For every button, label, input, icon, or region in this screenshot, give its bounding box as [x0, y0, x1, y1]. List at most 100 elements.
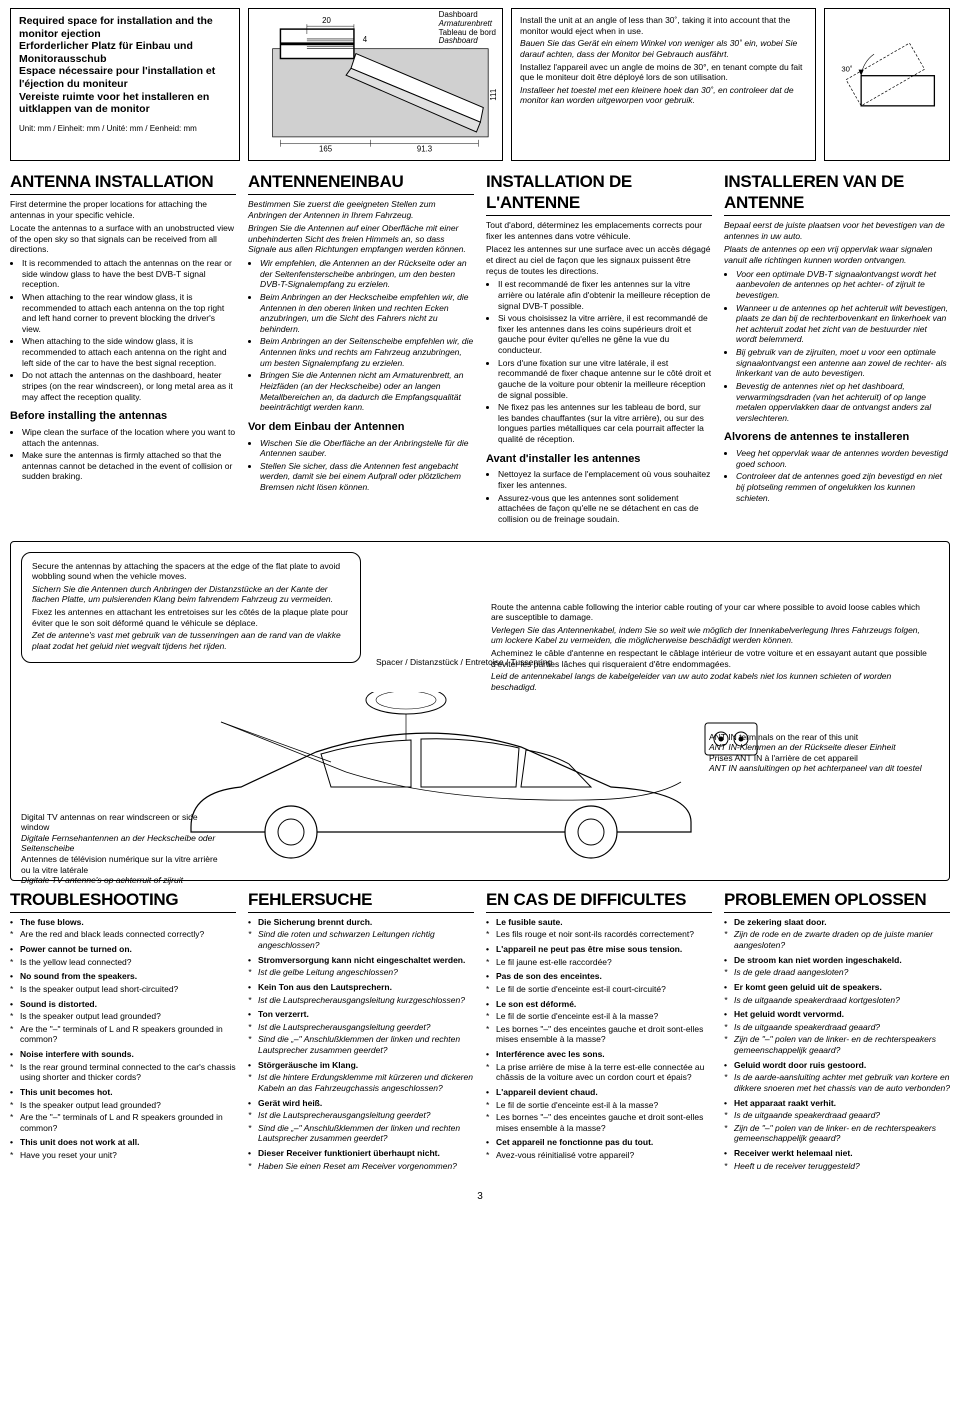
- check-item: Avez-vous réinitialisé votre appareil?: [486, 1150, 712, 1161]
- check-item: Haben Sie einen Reset am Receiver vorgen…: [248, 1161, 474, 1172]
- check-item: Zijn de "–" polen van de linker- en de r…: [724, 1034, 950, 1055]
- issue-item: De zekering slaat door.: [724, 917, 950, 928]
- check-item: Ist die Lautsprecherausgangsleitung kurz…: [248, 995, 474, 1006]
- check-item: Are the "–" terminals of L and R speaker…: [10, 1024, 236, 1045]
- sub-fr: Avant d'installer les antennes: [486, 453, 712, 467]
- col-nl: INSTALLEREN VAN DE ANTENNE Bepaal eerst …: [724, 171, 950, 529]
- check-item: Is de gele draad aangesloten?: [724, 967, 950, 978]
- check-item: Zijn de "–" polen van de linker- en de r…: [724, 1123, 950, 1144]
- car-diagram-panel: Secure the antennas by attaching the spa…: [10, 541, 950, 881]
- issue-item: Le fusible saute.: [486, 917, 712, 928]
- angle-svg: 30˚: [831, 15, 943, 145]
- heading-en: ANTENNA INSTALLATION: [10, 171, 236, 195]
- col-fr: INSTALLATION DE L'ANTENNE Tout d'abord, …: [486, 171, 712, 529]
- svg-text:20: 20: [322, 16, 331, 25]
- check-item: Zijn de rode en de zwarte draden op de j…: [724, 929, 950, 950]
- trouble-de-list: Die Sicherung brennt durch.Sind die rote…: [248, 917, 474, 1172]
- issue-item: Er komt geen geluid uit de speakers.: [724, 982, 950, 993]
- title-en: Required space for installation and the …: [19, 15, 231, 40]
- col-de: ANTENNENEINBAU Bestimmen Sie zuerst die …: [248, 171, 474, 529]
- issue-item: Receiver werkt helemaal niet.: [724, 1148, 950, 1159]
- issue-item: Pas de son des enceintes.: [486, 971, 712, 982]
- issue-item: Le son est déformé.: [486, 999, 712, 1010]
- antenna-section: ANTENNA INSTALLATION First determine the…: [10, 171, 950, 529]
- svg-text:91.3: 91.3: [417, 145, 433, 153]
- check-item: Is the rear ground terminal connected to…: [10, 1062, 236, 1083]
- trouble-fr-list: Le fusible saute.Les fils rouge et noir …: [486, 917, 712, 1161]
- car-svg: [161, 692, 721, 872]
- title-nl: Vereiste ruimte voor het installeren en …: [19, 91, 231, 116]
- issue-item: Cet appareil ne fonctionne pas du tout.: [486, 1137, 712, 1148]
- check-item: Sind die „–" Anschlußklemmen der linken …: [248, 1034, 474, 1055]
- trouble-en-list: The fuse blows.Are the red and black lea…: [10, 917, 236, 1161]
- check-item: Are the "–" terminals of L and R speaker…: [10, 1112, 236, 1133]
- svg-text:111: 111: [489, 89, 498, 101]
- angle-nl: Installeer het toestel met een kleinere …: [520, 85, 807, 106]
- check-item: Is de aarde-aansluiting achter met gebru…: [724, 1072, 950, 1093]
- check-item: Have you reset your unit?: [10, 1150, 236, 1161]
- title-de: Erforderlicher Platz für Einbau und Moni…: [19, 40, 231, 65]
- top-panels: Required space for installation and the …: [10, 8, 950, 161]
- issue-item: Kein Ton aus den Lautsprechern.: [248, 982, 474, 993]
- check-item: Is the speaker output lead grounded?: [10, 1100, 236, 1111]
- issue-item: Stromversorgung kann nicht eingeschaltet…: [248, 955, 474, 966]
- trouble-fr: EN CAS DE DIFFICULTES Le fusible saute.L…: [486, 889, 712, 1176]
- issue-item: No sound from the speakers.: [10, 971, 236, 982]
- check-item: Ist die Lautsprecherausgangsleitung geer…: [248, 1110, 474, 1121]
- svg-text:30˚: 30˚: [841, 64, 853, 73]
- svg-text:4: 4: [363, 35, 368, 44]
- issue-item: Die Sicherung brennt durch.: [248, 917, 474, 928]
- angle-fr: Installez l'appareil avec un angle de mo…: [520, 62, 807, 83]
- issue-item: Het apparaat raakt verhit.: [724, 1098, 950, 1109]
- issue-item: The fuse blows.: [10, 917, 236, 928]
- en-sub-bullets: Wipe clean the surface of the location w…: [10, 427, 236, 482]
- check-item: Les fils rouge et noir sont-ils racordés…: [486, 929, 712, 940]
- check-item: Is the speaker output lead short-circuit…: [10, 984, 236, 995]
- check-item: Are the red and black leads connected co…: [10, 929, 236, 940]
- antenna-location-label: Digital TV antennas on rear windscreen o…: [21, 812, 221, 886]
- sub-en: Before installing the antennas: [10, 410, 236, 424]
- issue-item: Sound is distorted.: [10, 999, 236, 1010]
- check-item: Ist die Lautsprecherausgangsleitung geer…: [248, 1022, 474, 1033]
- check-item: La prise arrière de mise à la terre est-…: [486, 1062, 712, 1083]
- issue-item: Störgeräusche im Klang.: [248, 1060, 474, 1071]
- trouble-nl: PROBLEMEN OPLOSSEN De zekering slaat doo…: [724, 889, 950, 1176]
- en-intro1: First determine the proper locations for…: [10, 199, 236, 220]
- check-item: Le fil de sortie d'enceinte est-il à la …: [486, 1011, 712, 1022]
- svg-text:165: 165: [319, 145, 333, 153]
- issue-item: This unit does not work at all.: [10, 1137, 236, 1148]
- check-item: Le fil jaune est-elle raccordée?: [486, 957, 712, 968]
- check-item: Les bornes "–" des enceintes gauche et d…: [486, 1112, 712, 1133]
- check-item: Le fil de sortie d'enceinte est-il court…: [486, 984, 712, 995]
- col-en: ANTENNA INSTALLATION First determine the…: [10, 171, 236, 529]
- check-item: Le fil de sortie d'enceinte est-il à la …: [486, 1100, 712, 1111]
- angle-de: Bauen Sie das Gerät ein einem Winkel von…: [520, 38, 807, 59]
- sub-de: Vor dem Einbau der Antennen: [248, 421, 474, 435]
- check-item: Is de uitgaande speakerdraad geaard?: [724, 1022, 950, 1033]
- issue-item: Noise interfere with sounds.: [10, 1049, 236, 1060]
- issue-item: L'appareil devient chaud.: [486, 1087, 712, 1098]
- check-item: Ist die gelbe Leitung angeschlossen?: [248, 967, 474, 978]
- issue-item: L'appareil ne peut pas être mise sous te…: [486, 944, 712, 955]
- check-item: Heeft u de receiver teruggesteld?: [724, 1161, 950, 1172]
- trouble-en: TROUBLESHOOTING The fuse blows.Are the r…: [10, 889, 236, 1176]
- route-text-block: Route the antenna cable following the in…: [491, 602, 931, 695]
- title-fr: Espace nécessaire pour l'installation et…: [19, 65, 231, 90]
- heading-de: ANTENNENEINBAU: [248, 171, 474, 195]
- check-item: Is the speaker output lead grounded?: [10, 1011, 236, 1022]
- angle-text-panel: Install the unit at an angle of less tha…: [511, 8, 816, 161]
- issue-item: De stroom kan niet worden ingeschakeld.: [724, 955, 950, 966]
- issue-item: Interférence avec les sons.: [486, 1049, 712, 1060]
- spacer-advice-box: Secure the antennas by attaching the spa…: [21, 552, 361, 663]
- check-item: Is de uitgaande speakerdraad geaard?: [724, 1110, 950, 1121]
- trouble-nl-list: De zekering slaat door.Zijn de rode en d…: [724, 917, 950, 1172]
- space-title-panel: Required space for installation and the …: [10, 8, 240, 161]
- check-item: Ist die hintere Erdungsklemme mit kürzer…: [248, 1072, 474, 1093]
- angle-diagram-panel: 30˚: [824, 8, 950, 161]
- troubleshooting-section: TROUBLESHOOTING The fuse blows.Are the r…: [10, 889, 950, 1176]
- dash-nl: Dashboard: [439, 37, 496, 46]
- angle-en: Install the unit at an angle of less tha…: [520, 15, 807, 36]
- sub-nl: Alvorens de antennes te installeren: [724, 431, 950, 445]
- check-item: Les bornes "–" des enceintes gauche et d…: [486, 1024, 712, 1045]
- dimension-diagram: Dashboard Armaturenbrett Tableau de bord…: [248, 8, 503, 161]
